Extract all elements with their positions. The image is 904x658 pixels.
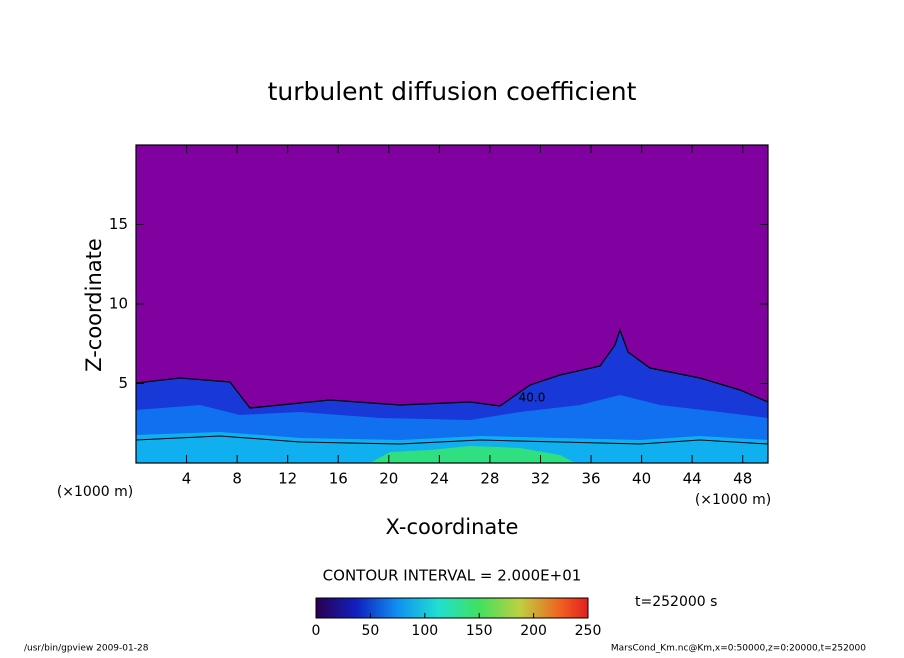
colorbar xyxy=(315,597,589,619)
contour-label: 40.0 xyxy=(519,391,546,405)
x-unit: (×1000 m) xyxy=(695,492,771,508)
chart-title: turbulent diffusion coefficient xyxy=(268,77,637,106)
field-layer xyxy=(136,432,768,463)
y-axis-label: Z-coordinate xyxy=(82,238,106,372)
x-tick-label: 28 xyxy=(480,470,499,488)
contour-interval: CONTOUR INTERVAL = 2.000E+01 xyxy=(323,567,582,585)
x-tick-label: 24 xyxy=(430,470,449,488)
colorbar-tick-label: 50 xyxy=(361,623,379,639)
field-layer xyxy=(370,446,575,463)
x-tick-label: 48 xyxy=(733,470,752,488)
y-tick-label: 10 xyxy=(109,295,128,313)
colorbar-tick-label: 0 xyxy=(312,623,321,639)
colorbar-tick-label: 250 xyxy=(575,623,602,639)
x-axis-label: X-coordinate xyxy=(386,515,519,539)
colorbar-tick-label: 100 xyxy=(411,623,438,639)
x-tick-label: 12 xyxy=(278,470,297,488)
contour-line xyxy=(136,435,768,445)
footer-left: /usr/bin/gpview 2009-01-28 xyxy=(24,644,149,654)
contour-field xyxy=(136,145,768,463)
x-tick-label: 16 xyxy=(329,470,348,488)
x-tick-label: 8 xyxy=(232,470,242,488)
x-tick-label: 4 xyxy=(182,470,192,488)
x-tick-label: 44 xyxy=(683,470,702,488)
y-tick-label: 5 xyxy=(118,374,128,392)
x-tick-label: 32 xyxy=(531,470,550,488)
x-tick-label: 20 xyxy=(379,470,398,488)
colorbar-tick-label: 150 xyxy=(466,623,493,639)
footer-right: MarsCond_Km.nc@Km,x=0:50000,z=0:20000,t=… xyxy=(611,644,866,654)
y-unit: (×1000 m) xyxy=(57,484,133,500)
contour-line xyxy=(136,328,768,409)
y-tick-label: 15 xyxy=(109,215,128,233)
colorbar-tick-label: 200 xyxy=(520,623,547,639)
time-label: t=252000 s xyxy=(635,594,717,610)
x-tick-label: 40 xyxy=(632,470,651,488)
x-tick-label: 36 xyxy=(581,470,600,488)
